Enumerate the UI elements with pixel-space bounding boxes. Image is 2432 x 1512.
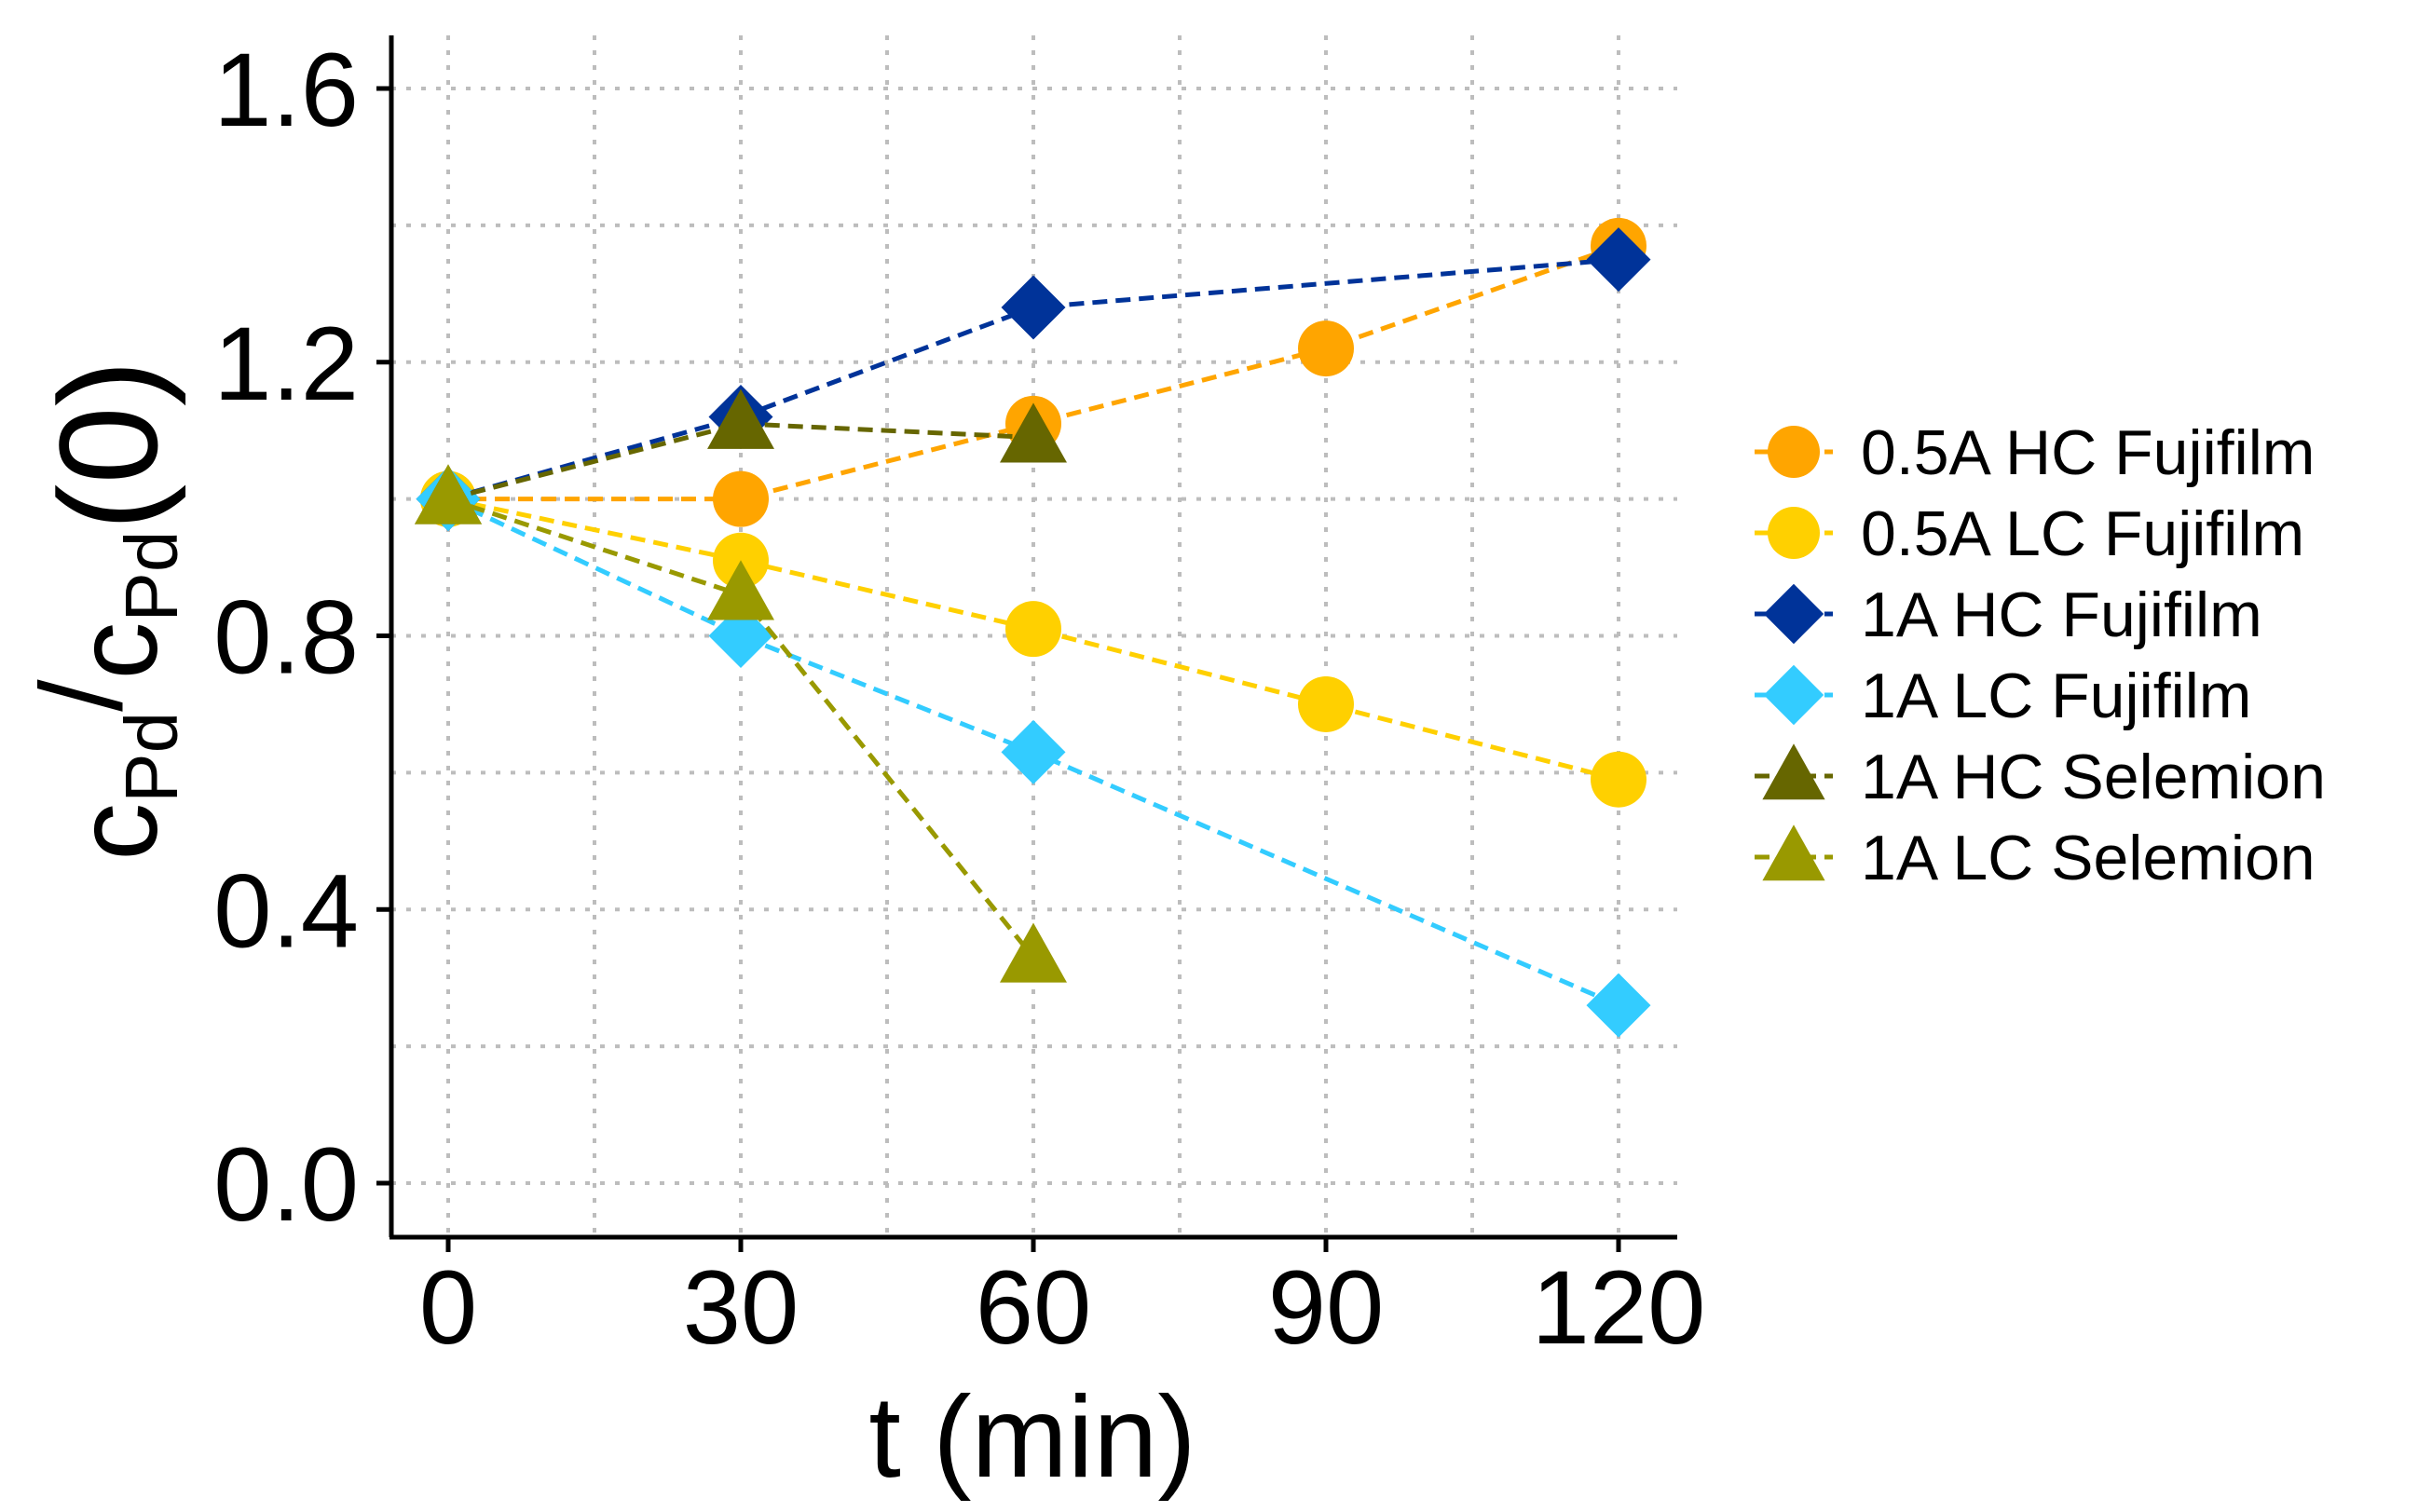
legend-label: 0.5A LC Fujifilm [1861, 498, 2304, 569]
legend-item: 0.5A HC Fujifilm [1755, 417, 2315, 488]
x-axis-title: t (min) [868, 1373, 1196, 1502]
y-tick-label: 0.4 [213, 852, 359, 969]
y-tick-label: 0.0 [213, 1126, 359, 1243]
data-point [1586, 227, 1651, 293]
y-axis-title-c1: c [53, 803, 182, 861]
data-point [1001, 275, 1066, 340]
x-tick-label: 60 [976, 1249, 1092, 1366]
legend-label: 1A LC Fujifilm [1861, 661, 2251, 731]
x-tick-label: 0 [419, 1249, 477, 1366]
series-group [420, 217, 1646, 527]
tick-labels: 0 30 60 90 120 0.0 0.4 0.8 1.2 1.6 [213, 32, 1705, 1366]
data-point [1005, 601, 1061, 658]
x-tick-label: 120 [1532, 1249, 1706, 1366]
data-series [415, 217, 1651, 1038]
data-point [1298, 675, 1354, 732]
data-point [1591, 751, 1646, 808]
legend-label: 1A LC Selemion [1861, 823, 2316, 893]
data-point [1586, 973, 1651, 1038]
y-axis-title-slash: / [18, 679, 146, 712]
y-tick-label: 1.6 [213, 32, 359, 148]
y-axis-title-sub2: Pd [110, 531, 193, 622]
legend-key-marker [1762, 824, 1825, 881]
series-line [447, 421, 1034, 502]
data-point [1001, 719, 1066, 784]
legend: 0.5A HC Fujifilm 0.5A LC Fujifilm 1A HC Fu… [1755, 417, 2326, 893]
svg-text:cPd/cPd(0): cPd/cPd(0) [18, 360, 193, 861]
data-point [415, 464, 482, 524]
series-group [415, 464, 1067, 983]
data-point [713, 470, 769, 527]
legend-key-marker [1768, 426, 1820, 478]
legend-label: 1A HC Fujifilm [1861, 579, 2262, 650]
data-point [707, 560, 774, 620]
legend-label: 1A HC Selemion [1861, 742, 2326, 812]
data-point [1298, 320, 1354, 377]
series-line [447, 497, 1619, 783]
x-tick-label: 30 [683, 1249, 799, 1366]
data-point [1000, 402, 1067, 463]
y-tick-label: 0.8 [213, 579, 359, 696]
legend-key-marker [1763, 583, 1824, 645]
y-tick-label: 1.2 [213, 306, 359, 422]
legend-label: 0.5A HC Fujifilm [1861, 417, 2315, 488]
series-line [447, 257, 1619, 502]
legend-item: 1A HC Fujifilm [1755, 579, 2262, 650]
legend-item: 0.5A LC Fujifilm [1755, 498, 2304, 569]
y-axis-title-sub1: Pd [110, 712, 193, 803]
data-point [1000, 922, 1067, 983]
y-axis-title: cPd/cPd(0) [18, 360, 193, 861]
series-line [446, 497, 1619, 1008]
data-point [707, 388, 774, 449]
legend-item: 1A HC Selemion [1755, 742, 2326, 812]
legend-key-marker [1762, 743, 1825, 800]
legend-key-marker [1768, 507, 1820, 559]
x-tick-label: 90 [1268, 1249, 1385, 1366]
series-group [416, 467, 1651, 1038]
y-axis-title-c2: c [53, 621, 182, 679]
legend-key-marker [1763, 664, 1824, 726]
legend-item: 1A LC Selemion [1755, 823, 2316, 893]
grid-lines [391, 35, 1677, 1237]
legend-item: 1A LC Fujifilm [1755, 661, 2251, 731]
y-axis-title-paren: (0) [30, 360, 186, 530]
